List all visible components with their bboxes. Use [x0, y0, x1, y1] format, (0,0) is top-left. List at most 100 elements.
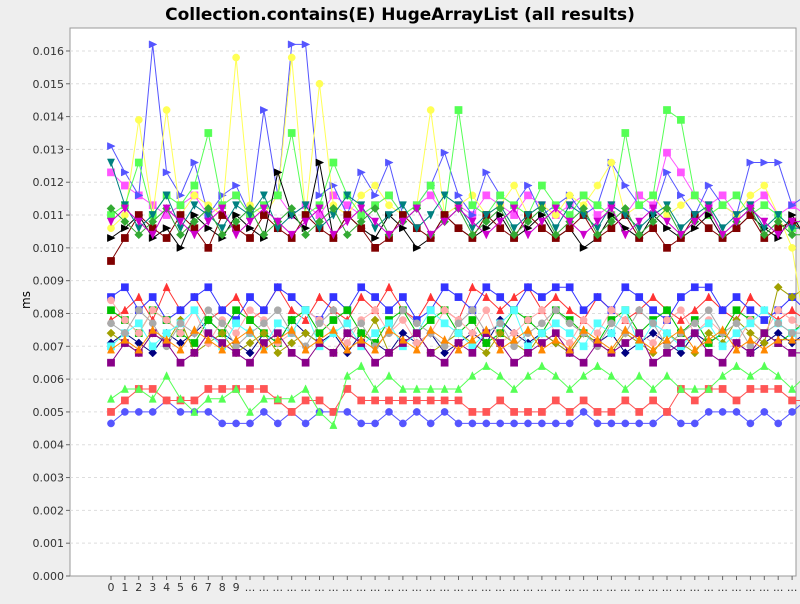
data-point [663, 316, 670, 323]
data-point [372, 397, 379, 404]
data-point [552, 397, 559, 404]
data-point [608, 330, 615, 337]
data-point [622, 129, 629, 136]
data-point [524, 192, 531, 199]
x-tick-label: ... [300, 581, 311, 594]
data-point [789, 244, 796, 251]
data-point [135, 116, 142, 123]
x-tick-label: ... [523, 581, 534, 594]
y-tick-label: 0.001 [33, 537, 65, 550]
data-point [761, 182, 768, 189]
x-tick-label: 0 [108, 581, 115, 594]
x-tick-label: ... [245, 581, 256, 594]
data-point [177, 307, 184, 314]
data-point [233, 320, 240, 327]
data-point [358, 397, 365, 404]
y-tick-label: 0.005 [33, 406, 65, 419]
data-point [344, 211, 351, 218]
data-point [691, 420, 698, 427]
data-point [163, 234, 170, 241]
data-point [566, 408, 573, 415]
data-point [761, 408, 768, 415]
x-tick-label: 8 [219, 581, 226, 594]
data-point [594, 211, 601, 218]
y-tick-label: 0.002 [33, 504, 65, 517]
data-point [775, 385, 782, 392]
data-point [121, 182, 128, 189]
data-point [121, 316, 128, 323]
data-point [469, 316, 476, 323]
data-point [302, 397, 309, 404]
data-point [747, 385, 754, 392]
x-tick-label: ... [537, 581, 548, 594]
data-point [719, 408, 726, 415]
data-point [441, 397, 448, 404]
data-point [538, 420, 545, 427]
data-point [233, 420, 240, 427]
data-point [205, 385, 212, 392]
x-tick-label: ... [578, 581, 589, 594]
data-point [747, 349, 754, 356]
data-point [413, 320, 420, 327]
data-point [691, 192, 698, 199]
data-point [580, 307, 587, 314]
x-tick-label: ... [328, 581, 339, 594]
data-point [622, 397, 629, 404]
data-point [191, 182, 198, 189]
data-point [789, 408, 796, 415]
data-point [775, 320, 782, 327]
data-point [497, 192, 504, 199]
data-point [135, 211, 142, 218]
data-point [747, 420, 754, 427]
data-point [274, 192, 281, 199]
y-axis-label: ms [19, 291, 33, 309]
data-point [761, 385, 768, 392]
data-point [608, 159, 615, 166]
data-point [733, 307, 740, 314]
data-point [205, 316, 212, 323]
data-point [636, 202, 643, 209]
data-point [427, 316, 434, 323]
data-point [663, 307, 670, 314]
data-point [121, 397, 128, 404]
data-point [149, 385, 156, 392]
y-tick-label: 0.012 [33, 176, 65, 189]
data-point [177, 330, 184, 337]
data-point [260, 385, 267, 392]
data-point [260, 408, 267, 415]
data-point [650, 397, 657, 404]
x-tick-label: ... [481, 581, 492, 594]
data-point [469, 202, 476, 209]
data-point [427, 106, 434, 113]
x-tick-label: ... [606, 581, 617, 594]
data-point [636, 420, 643, 427]
data-point [191, 293, 198, 300]
data-point [622, 284, 629, 291]
data-point [191, 307, 198, 314]
x-tick-label: ... [356, 581, 367, 594]
data-point [636, 307, 643, 314]
data-point [469, 307, 476, 314]
x-tick-label: ... [342, 581, 353, 594]
data-point [385, 307, 392, 314]
data-point [344, 408, 351, 415]
data-point [288, 293, 295, 300]
y-tick-label: 0.016 [33, 45, 65, 58]
data-point [511, 408, 518, 415]
data-point [566, 192, 573, 199]
data-point [274, 307, 281, 314]
data-point [205, 307, 212, 314]
data-point [441, 307, 448, 314]
x-tick-label: 1 [121, 581, 128, 594]
data-point [316, 397, 323, 404]
x-tick-label: 9 [233, 581, 240, 594]
x-tick-label: ... [384, 581, 395, 594]
x-tick-label: ... [551, 581, 562, 594]
data-point [636, 343, 643, 350]
data-point [761, 202, 768, 209]
data-point [302, 420, 309, 427]
data-point [524, 349, 531, 356]
data-point [288, 408, 295, 415]
data-point [372, 293, 379, 300]
data-point [399, 397, 406, 404]
